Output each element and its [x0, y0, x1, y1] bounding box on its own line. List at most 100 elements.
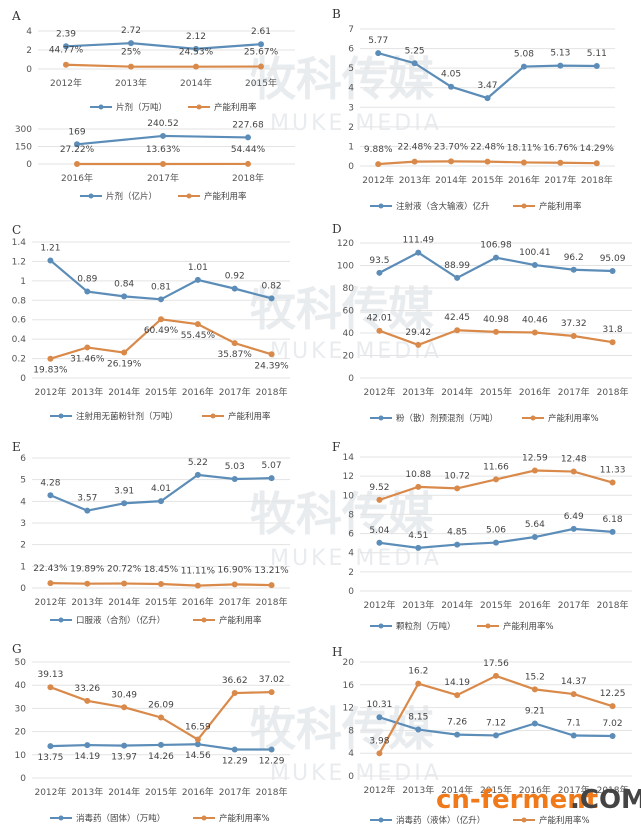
data-label: 8.15 [408, 713, 428, 723]
data-point [84, 344, 91, 351]
data-point [609, 479, 616, 486]
data-label: 9.52 [369, 483, 389, 493]
data-point [245, 160, 251, 167]
chart-g: G 0 10 20 30 40 50 2012年 2013年 2014年 2015年 2016年 201… [12, 642, 290, 824]
y-tick-label: 1.4 [12, 238, 27, 248]
y-tick-label: 40 [15, 681, 27, 691]
data-label: 17.56 [483, 659, 509, 669]
legend-marker [485, 623, 491, 629]
legend-item: 颗粒剂（万吨） [370, 621, 456, 632]
data-label: 5.25 [405, 46, 425, 56]
data-label: 7.1 [567, 719, 581, 729]
x-tick-label: 2017年 [219, 596, 251, 608]
data-point [411, 60, 418, 67]
x-tick-label: 2012年 [34, 596, 66, 608]
data-point [74, 141, 80, 148]
legend-item: 口服液（合剂）（亿升） [50, 615, 165, 626]
data-label: 12.29 [259, 756, 285, 766]
data-point [493, 254, 499, 261]
x-tick-label: 2016年 [182, 786, 214, 798]
data-label: 9.88% [364, 145, 393, 155]
data-point [84, 288, 91, 295]
y-tick-label: 0 [348, 374, 354, 384]
data-label: 2.61 [251, 27, 271, 37]
legend-marker [521, 817, 527, 823]
data-point [158, 741, 164, 748]
data-point [609, 268, 616, 275]
data-point [376, 496, 383, 503]
data-label: 22.43% [33, 564, 68, 574]
legend-item: 片剂（万吨） [90, 102, 167, 113]
data-point [376, 714, 383, 721]
data-label: 27.22% [60, 145, 95, 155]
data-point [415, 249, 422, 256]
watermark-en: MUKE MEDIA [270, 111, 442, 136]
data-label: 15.2 [525, 672, 545, 682]
x-tick-label: 2016年 [508, 174, 540, 186]
data-label: 4.28 [40, 478, 60, 488]
data-label: 29.42 [405, 328, 431, 338]
data-label: 18.45% [144, 565, 179, 575]
data-point [557, 159, 564, 166]
data-label: 37.32 [561, 319, 587, 329]
data-label: 2.12 [186, 32, 206, 42]
data-label: 16.90% [218, 565, 253, 575]
data-label: 12.29 [222, 756, 248, 766]
y-tick-label: 6 [20, 454, 26, 464]
data-label: 100.41 [519, 248, 551, 258]
data-label: 7.26 [447, 718, 467, 728]
data-label: 13.21% [254, 566, 289, 576]
data-label: 11.33 [600, 466, 626, 476]
data-point [454, 485, 461, 492]
x-tick-label: 2015年 [145, 596, 177, 608]
y-tick-label: 10 [15, 751, 27, 761]
y-tick-label: 1 [348, 142, 354, 152]
y-tick-label: 4 [26, 27, 32, 37]
data-label: 6.49 [564, 512, 584, 522]
chart-d: D 0 20 40 60 80 100 120 2012年 2013年 2014年 2015年 2016… [332, 222, 632, 424]
watermark-cn: 牧科传媒 [250, 282, 435, 336]
data-point [268, 351, 275, 358]
data-label: 60.49% [144, 326, 179, 336]
x-tick-label: 2017年 [219, 786, 251, 798]
y-tick-label: 4 [348, 84, 354, 94]
x-tick-label: 2017年 [147, 172, 179, 184]
data-label: 55.45% [181, 331, 216, 341]
chart-e: E 0 1 2 3 4 5 6 2012年 2013年 2014年 2015年 2016年 2017年 20… [12, 440, 290, 626]
x-tick-label: 2018年 [597, 386, 629, 398]
x-tick-label: 2015年 [480, 386, 512, 398]
data-point [570, 266, 577, 273]
chart-b: B 0 1 2 3 4 5 6 7 2012年 2013年 2014年 2015年 2016年 2017年 2… [332, 7, 615, 212]
y-tick-label: 0 [20, 584, 26, 594]
data-label: 23.70% [434, 142, 469, 152]
y-tick-label: 0 [20, 774, 26, 784]
data-point [484, 95, 491, 102]
data-label: 25% [121, 48, 141, 58]
y-tick-label: 0 [348, 587, 354, 597]
data-label: 14.26 [148, 752, 174, 762]
data-point [376, 750, 383, 757]
y-tick-label: 2 [348, 123, 354, 133]
x-tick-label: 2017年 [558, 784, 590, 796]
legend-item: 产能利用率 [513, 201, 582, 212]
data-point [194, 321, 201, 328]
data-point [415, 483, 422, 490]
y-tick-label: 16 [343, 681, 355, 691]
data-point [63, 61, 69, 68]
data-point [448, 83, 455, 90]
data-point [454, 731, 461, 738]
data-label: 93.5 [369, 256, 389, 266]
y-tick-label: 0.2 [12, 355, 26, 365]
y-tick-label: 0.4 [12, 335, 27, 345]
data-point [121, 500, 128, 507]
data-label: 10.72 [444, 471, 470, 481]
x-tick-label: 2017年 [558, 599, 590, 611]
y-tick-label: 8 [348, 510, 354, 520]
data-point [557, 62, 564, 69]
data-label: 18.11% [507, 143, 542, 153]
brand-logo: cn-ferment .COM [436, 785, 641, 815]
legend-label: 消毒药（固体）（万吨） [76, 813, 165, 824]
legend-item: 产能利用率% [477, 621, 554, 632]
data-label: 3.98 [369, 736, 389, 746]
legend-item: 产能利用率% [513, 815, 590, 826]
